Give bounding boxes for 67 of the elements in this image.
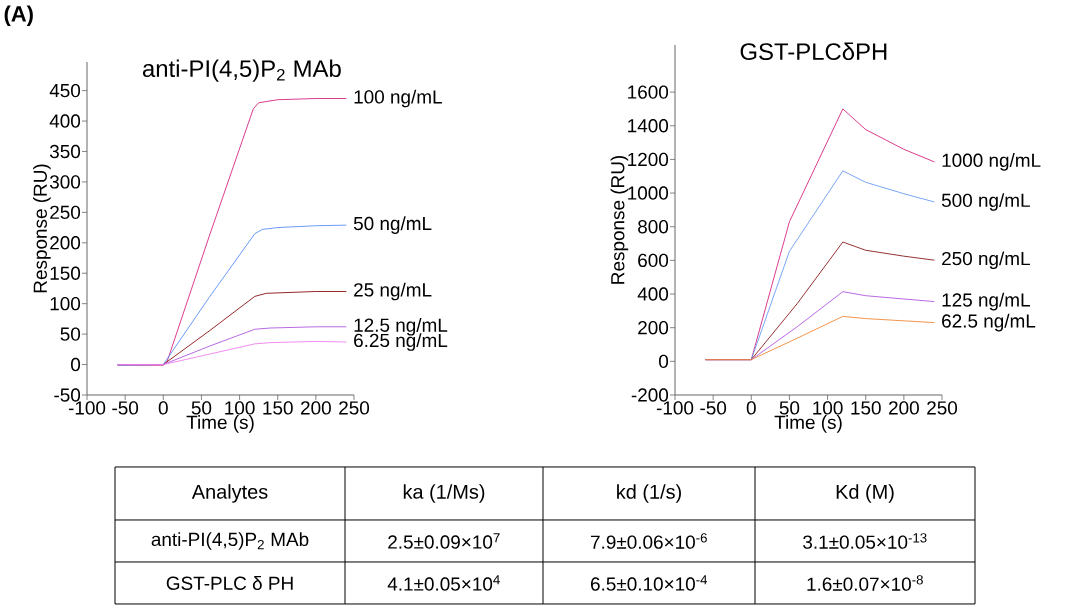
text: GST-PLC δ PH — [166, 576, 293, 590]
y-tick-label: 0 — [659, 354, 669, 369]
y-tick-label: 200 — [50, 236, 81, 250]
series-label: 50 ng/mL — [353, 216, 432, 234]
x-tick-label: 50 — [779, 401, 800, 415]
y-tick-label: 1400 — [628, 119, 669, 133]
category-label: ka (1/Ms) — [403, 484, 485, 503]
category-label: kd (1/s) — [617, 484, 681, 503]
x-tick-label: 0 — [746, 401, 756, 415]
y-tick-label: 250 — [50, 205, 81, 220]
x-axis-title: Time (s) — [186, 415, 254, 433]
x-tick-label: 250 — [339, 401, 370, 415]
x-tick-label: 250 — [927, 401, 958, 415]
text: 2.5±0.09×10$^{7}$ — [388, 533, 500, 549]
x-tick-label: -100 — [656, 401, 694, 415]
series-label: 25 ng/mL — [354, 282, 432, 301]
y-tick-label: 800 — [638, 220, 669, 234]
category-label: Kd (M) — [836, 484, 894, 503]
x-tick-label: 200 — [889, 401, 919, 415]
y-tick-label: -200 — [631, 388, 669, 402]
y-tick-label: 1000 — [628, 186, 669, 200]
chart-title: GST-PLCδPH — [740, 42, 887, 61]
series-label: 1000 ng/mL — [942, 153, 1041, 171]
y-tick-label: 1600 — [628, 85, 669, 99]
y-tick-label: 200 — [638, 320, 669, 335]
x-tick-label: 50 — [191, 401, 212, 415]
series-label: 100 ng/mL — [354, 89, 442, 108]
y-tick-label: 100 — [50, 296, 81, 311]
text: anti-PI(4,5)P$_{2}$ MAb — [151, 532, 309, 550]
series-label: 125 ng/mL — [942, 292, 1030, 311]
x-tick-label: 200 — [301, 401, 331, 415]
y-tick-label: 150 — [50, 266, 81, 280]
y-tick-label: 1200 — [628, 152, 669, 167]
y-tick-label: 600 — [638, 253, 669, 268]
x-tick-label: -100 — [68, 401, 106, 415]
x-tick-label: 100 — [225, 401, 255, 415]
text: (A) — [4, 5, 33, 26]
y-tick-label: 0 — [71, 357, 81, 372]
x-tick-label: 150 — [851, 401, 881, 415]
line-series — [117, 224, 347, 366]
text: 1.6±0.07×10$^{-8}$ — [807, 575, 923, 591]
y-tick-label: 350 — [49, 144, 81, 159]
text: 6.5±0.10×10$^{-4}$ — [590, 575, 708, 591]
x-tick-label: 150 — [263, 401, 293, 415]
text: 4.1±0.05×10$^{4}$ — [387, 575, 500, 591]
x-axis-title: Time (s) — [774, 415, 842, 433]
series-label: 500 ng/mL — [941, 193, 1030, 211]
y-tick-label: 400 — [49, 114, 81, 128]
series-label: 250 ng/mL — [942, 251, 1030, 270]
x-tick-label: -50 — [112, 401, 139, 415]
y-axis-title: Response (RU) — [610, 155, 629, 284]
y-tick-label: 450 — [49, 83, 81, 98]
y-tick-label: -50 — [54, 388, 81, 402]
x-tick-label: 0 — [158, 401, 168, 415]
x-tick-label: 100 — [813, 401, 843, 415]
series-label: 62.5 ng/mL — [942, 313, 1036, 332]
x-tick-label: -50 — [700, 401, 727, 415]
y-tick-label: 300 — [49, 175, 81, 189]
line-series — [705, 315, 935, 361]
line-series — [117, 340, 347, 365]
y-tick-label: 400 — [637, 287, 669, 301]
chart-title: anti-PI(4,5)P$_{2}$ MAb — [142, 59, 341, 82]
text: 7.9±0.06×10$^{-6}$ — [591, 533, 707, 549]
category-label: Analytes — [191, 484, 268, 503]
y-axis-title: Response (RU) — [33, 164, 51, 293]
y-tick-label: 50 — [60, 327, 81, 341]
text: 3.1±0.05×10$^{-13}$ — [803, 533, 927, 549]
